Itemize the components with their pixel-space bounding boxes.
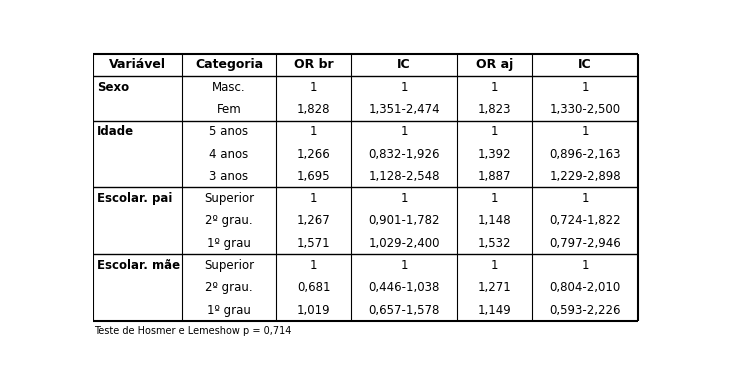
Text: Teste de Hosmer e Lemeshow p = 0,714: Teste de Hosmer e Lemeshow p = 0,714	[94, 326, 291, 336]
Text: 1: 1	[400, 192, 408, 205]
Text: 1: 1	[582, 125, 589, 138]
Text: 0,901-1,782: 0,901-1,782	[368, 215, 440, 227]
Text: 1: 1	[400, 81, 408, 94]
Text: 1: 1	[491, 192, 499, 205]
Text: 1: 1	[491, 125, 499, 138]
Text: 1: 1	[310, 81, 317, 94]
Text: 1: 1	[582, 192, 589, 205]
Text: 1: 1	[310, 125, 317, 138]
Text: Escolar. pai: Escolar. pai	[97, 192, 173, 205]
Text: 1: 1	[310, 192, 317, 205]
Text: Categoria: Categoria	[195, 58, 263, 71]
Text: 1: 1	[400, 125, 408, 138]
Text: 1: 1	[310, 259, 317, 272]
Text: Variável: Variável	[109, 58, 166, 71]
Text: 1,532: 1,532	[478, 237, 511, 250]
Text: Superior: Superior	[204, 192, 254, 205]
Text: 1,571: 1,571	[297, 237, 330, 250]
Text: 5 anos: 5 anos	[210, 125, 248, 138]
Text: 0,593-2,226: 0,593-2,226	[549, 304, 621, 317]
Text: 1,271: 1,271	[478, 281, 511, 294]
Text: 1,149: 1,149	[478, 304, 511, 317]
Text: 3 anos: 3 anos	[210, 170, 248, 183]
Text: Superior: Superior	[204, 259, 254, 272]
Text: 1: 1	[491, 259, 499, 272]
Text: Idade: Idade	[97, 125, 134, 138]
Text: 0,657-1,578: 0,657-1,578	[368, 304, 440, 317]
Text: 1,330-2,500: 1,330-2,500	[550, 103, 621, 116]
Text: 1,229-2,898: 1,229-2,898	[549, 170, 621, 183]
Text: OR aj: OR aj	[476, 58, 514, 71]
Text: Fem: Fem	[216, 103, 242, 116]
Text: 0,446-1,038: 0,446-1,038	[368, 281, 440, 294]
Text: 1,148: 1,148	[478, 215, 511, 227]
Text: 1,695: 1,695	[297, 170, 330, 183]
Text: 0,681: 0,681	[297, 281, 330, 294]
Text: 1,823: 1,823	[478, 103, 511, 116]
Text: Escolar. mãe: Escolar. mãe	[97, 259, 180, 272]
Text: Sexo: Sexo	[97, 81, 130, 94]
Text: 1,128-2,548: 1,128-2,548	[368, 170, 440, 183]
Text: 1: 1	[400, 259, 408, 272]
Text: 1º grau: 1º grau	[207, 304, 251, 317]
Text: IC: IC	[578, 58, 592, 71]
Text: OR br: OR br	[294, 58, 333, 71]
Text: 0,804-2,010: 0,804-2,010	[549, 281, 621, 294]
Text: 0,724-1,822: 0,724-1,822	[549, 215, 621, 227]
Text: 1,029-2,400: 1,029-2,400	[368, 237, 440, 250]
Text: 1,828: 1,828	[297, 103, 330, 116]
Text: 1: 1	[582, 81, 589, 94]
Text: 0,797-2,946: 0,797-2,946	[549, 237, 621, 250]
Text: Masc.: Masc.	[212, 81, 246, 94]
Text: 2º grau.: 2º grau.	[205, 281, 253, 294]
Text: 1,887: 1,887	[478, 170, 511, 183]
Text: 4 anos: 4 anos	[210, 147, 249, 161]
Text: 2º grau.: 2º grau.	[205, 215, 253, 227]
Text: 1,019: 1,019	[297, 304, 330, 317]
Text: 0,896-2,163: 0,896-2,163	[549, 147, 621, 161]
Text: 0,832-1,926: 0,832-1,926	[368, 147, 440, 161]
Text: 1,267: 1,267	[297, 215, 330, 227]
Text: 1,266: 1,266	[297, 147, 330, 161]
Text: IC: IC	[397, 58, 411, 71]
Text: 1: 1	[582, 259, 589, 272]
Text: 1: 1	[491, 81, 499, 94]
Text: 1,351-2,474: 1,351-2,474	[368, 103, 440, 116]
Text: 1º grau: 1º grau	[207, 237, 251, 250]
Text: 1,392: 1,392	[478, 147, 511, 161]
